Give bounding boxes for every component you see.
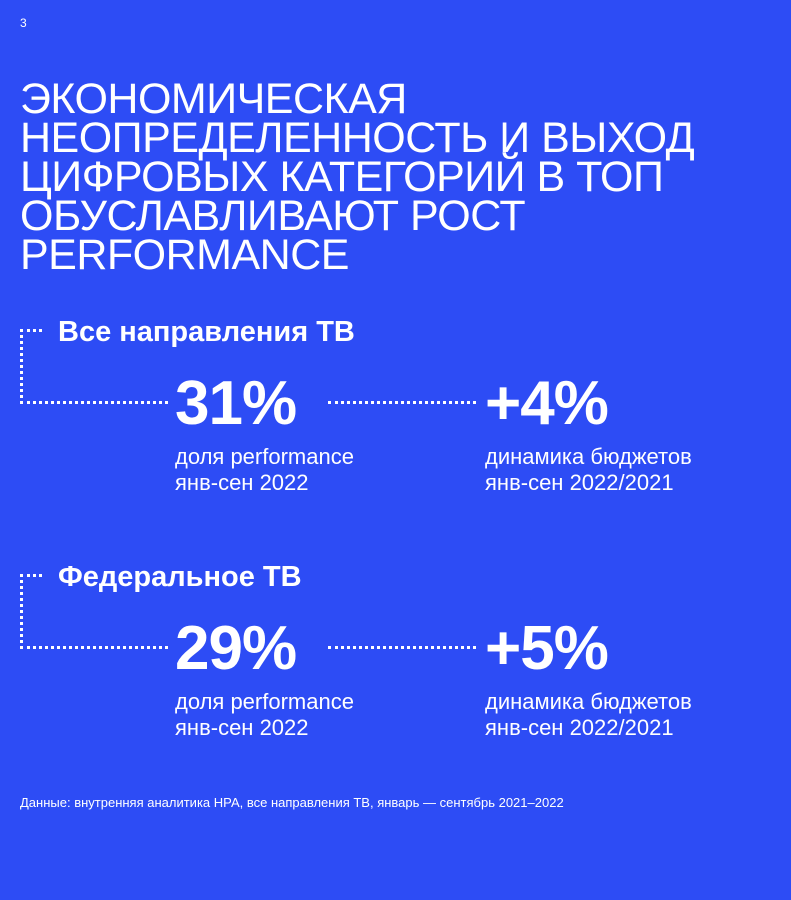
- page-number: 3: [20, 16, 27, 30]
- dynamics-metric: +5% динамика бюджетов янв-сен 2022/2021: [485, 617, 692, 741]
- share-label-line-1: доля performance: [175, 689, 354, 714]
- section-federal-tv: Федеральное ТВ 29% доля performance янв-…: [0, 555, 791, 740]
- dotted-bracket-top: [20, 574, 42, 577]
- dotted-connector: [328, 646, 476, 649]
- page-title: ЭКОНОМИЧЕСКАЯ НЕОПРЕДЕЛЕННОСТЬ И ВЫХОД Ц…: [20, 75, 695, 279]
- dotted-connector: [328, 401, 476, 404]
- dotted-bracket-vertical: [20, 574, 23, 649]
- section-title: Все направления ТВ: [58, 316, 355, 348]
- dotted-bracket-bottom: [20, 646, 168, 649]
- dotted-bracket-vertical: [20, 329, 23, 404]
- dynamics-label-line-2: янв-сен 2022/2021: [485, 715, 674, 740]
- dynamics-label-line-1: динамика бюджетов: [485, 444, 692, 469]
- share-metric: 29% доля performance янв-сен 2022: [175, 617, 354, 741]
- share-metric: 31% доля performance янв-сен 2022: [175, 372, 354, 496]
- dynamics-label: динамика бюджетов янв-сен 2022/2021: [485, 444, 692, 496]
- dynamics-label-line-1: динамика бюджетов: [485, 689, 692, 714]
- dynamics-value: +5%: [485, 614, 609, 683]
- section-all-tv: Все направления ТВ 31% доля performance …: [0, 310, 791, 495]
- dotted-bracket-bottom: [20, 401, 168, 404]
- share-label-line-2: янв-сен 2022: [175, 470, 309, 495]
- share-value: 29%: [175, 614, 297, 683]
- share-label-line-1: доля performance: [175, 444, 354, 469]
- share-label-line-2: янв-сен 2022: [175, 715, 309, 740]
- dynamics-value: +4%: [485, 369, 609, 438]
- share-value: 31%: [175, 369, 297, 438]
- share-label: доля performance янв-сен 2022: [175, 444, 354, 496]
- dynamics-label: динамика бюджетов янв-сен 2022/2021: [485, 689, 692, 741]
- dotted-bracket-top: [20, 329, 42, 332]
- dynamics-metric: +4% динамика бюджетов янв-сен 2022/2021: [485, 372, 692, 496]
- source-footnote: Данные: внутренняя аналитика НРА, все на…: [20, 795, 564, 810]
- dynamics-label-line-2: янв-сен 2022/2021: [485, 470, 674, 495]
- share-label: доля performance янв-сен 2022: [175, 689, 354, 741]
- section-title: Федеральное ТВ: [58, 561, 302, 593]
